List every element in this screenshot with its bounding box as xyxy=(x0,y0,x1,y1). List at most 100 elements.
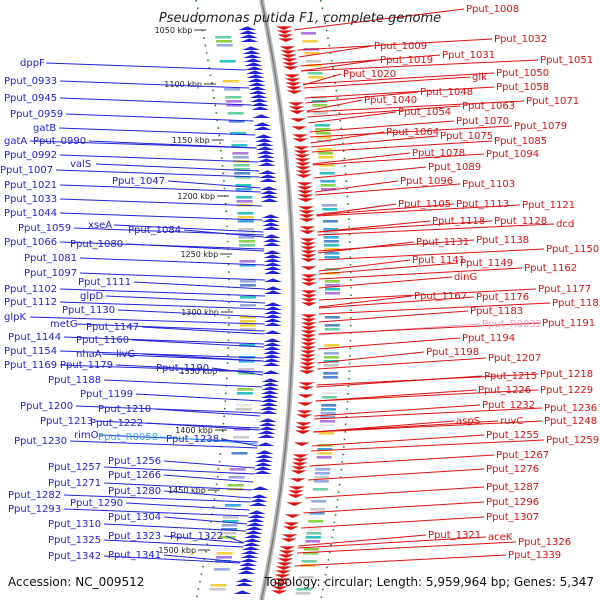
category-bar xyxy=(302,40,318,43)
reverse-gene-glyph xyxy=(274,574,291,578)
category-bar xyxy=(234,176,251,179)
forward-gene-glyph xyxy=(255,450,274,454)
category-bar xyxy=(320,412,336,415)
forward-gene-glyph xyxy=(264,306,282,310)
left-label-connector xyxy=(58,127,256,136)
forward-gene-glyph xyxy=(264,286,282,290)
tick-label: 1250 kbp xyxy=(180,250,218,259)
left-gene-label: Pput_1047 xyxy=(112,176,165,187)
category-bar xyxy=(321,404,337,407)
right-gene-label: Pput_1296 xyxy=(486,497,539,508)
category-bar xyxy=(307,72,323,75)
forward-gene-glyph xyxy=(250,102,269,106)
category-bar xyxy=(317,152,333,155)
left-gene-label: Pput_1160 xyxy=(76,335,129,346)
left-gene-label: Pput_1325 xyxy=(48,535,101,546)
reverse-gene-glyph xyxy=(283,522,300,526)
category-bar xyxy=(228,120,245,123)
category-bar xyxy=(215,36,232,39)
category-bar xyxy=(324,244,339,247)
reverse-gene-glyph xyxy=(297,194,314,198)
category-bar xyxy=(314,124,330,127)
reverse-gene-glyph xyxy=(291,462,308,466)
left-gene-label: Pput_1266 xyxy=(108,470,161,481)
reverse-gene-glyph xyxy=(284,78,301,82)
category-bar xyxy=(324,324,340,327)
forward-gene-glyph xyxy=(260,402,278,406)
right-gene-label: Pput_1075 xyxy=(440,131,493,142)
forward-gene-glyph xyxy=(253,122,272,126)
left-label-connector xyxy=(141,326,265,335)
reverse-gene-glyph xyxy=(294,430,311,434)
category-bar xyxy=(319,168,335,171)
reverse-gene-glyph xyxy=(280,538,297,542)
forward-gene-glyph xyxy=(242,50,261,54)
forward-gene-glyph xyxy=(241,550,260,554)
reverse-gene-glyph xyxy=(287,494,304,498)
category-bar xyxy=(322,208,338,211)
category-bar xyxy=(306,532,322,535)
category-bar xyxy=(324,256,340,259)
category-bar xyxy=(320,184,336,187)
left-label-connector xyxy=(105,295,266,304)
left-label-connector xyxy=(69,440,258,449)
left-gene-label: Pput_1199 xyxy=(80,389,133,400)
forward-gene-glyph xyxy=(261,386,280,390)
reverse-gene-glyph xyxy=(276,30,293,34)
reverse-gene-glyph xyxy=(294,158,311,162)
category-bar xyxy=(222,516,239,519)
left-gene-label: Pput_1323 xyxy=(108,531,161,542)
forward-gene-glyph xyxy=(259,406,278,410)
left-gene-label: Pput_1222 xyxy=(90,418,143,429)
right-label-connector xyxy=(297,38,493,51)
forward-gene-glyph xyxy=(262,362,281,366)
category-bar xyxy=(230,132,247,135)
forward-gene-glyph xyxy=(260,398,279,402)
category-bar xyxy=(324,316,340,319)
reverse-gene-glyph xyxy=(300,254,317,258)
reverse-gene-glyph xyxy=(295,166,312,170)
reverse-gene-glyph xyxy=(279,46,296,50)
left-gene-label: Pput_0959 xyxy=(10,109,63,120)
right-gene-label: Pput_1131 xyxy=(416,237,469,248)
left-gene-label: Pput_0933 xyxy=(4,76,57,87)
category-bar xyxy=(324,252,340,255)
right-gene-label: Pput_1051 xyxy=(540,55,593,66)
forward-gene-glyph xyxy=(249,90,267,94)
reverse-gene-glyph xyxy=(300,346,317,350)
right-gene-label: Pput_1050 xyxy=(496,68,549,79)
reverse-gene-glyph xyxy=(291,466,308,470)
forward-gene-glyph xyxy=(258,422,277,426)
left-gene-label: Pput_1097 xyxy=(24,268,77,279)
reverse-gene-glyph xyxy=(300,330,317,334)
category-bar xyxy=(320,180,336,183)
category-bar xyxy=(318,160,334,163)
left-label-connector xyxy=(167,180,261,189)
category-bar xyxy=(239,264,256,267)
right-label-connector xyxy=(298,534,427,547)
right-gene-label: Pput_1236 xyxy=(544,403,597,414)
right-gene-label: Pput_1339 xyxy=(508,550,561,561)
right-label-connector xyxy=(305,91,419,104)
reverse-gene-glyph xyxy=(278,38,294,42)
reverse-gene-glyph xyxy=(300,350,316,354)
left-gene-label: Pput_1147 xyxy=(86,322,139,333)
forward-gene-glyph xyxy=(262,358,281,362)
reverse-gene-glyph xyxy=(277,558,294,562)
reverse-gene-glyph xyxy=(299,238,316,242)
category-bar xyxy=(239,344,256,347)
forward-gene-glyph xyxy=(238,566,257,570)
left-label-connector xyxy=(59,80,250,89)
right-label-connector xyxy=(315,389,477,402)
category-bar xyxy=(235,408,252,411)
left-gene-label: Pput_1169 xyxy=(4,360,57,371)
forward-gene-glyph xyxy=(247,510,266,514)
reverse-gene-glyph xyxy=(278,550,295,554)
reverse-gene-glyph xyxy=(298,206,315,210)
category-bar xyxy=(305,536,321,539)
left-label-connector xyxy=(225,535,245,544)
category-bar xyxy=(310,88,326,91)
category-bar xyxy=(305,60,321,63)
right-gene-label: Pput_1103 xyxy=(462,179,515,190)
right-label-connector xyxy=(309,454,495,467)
